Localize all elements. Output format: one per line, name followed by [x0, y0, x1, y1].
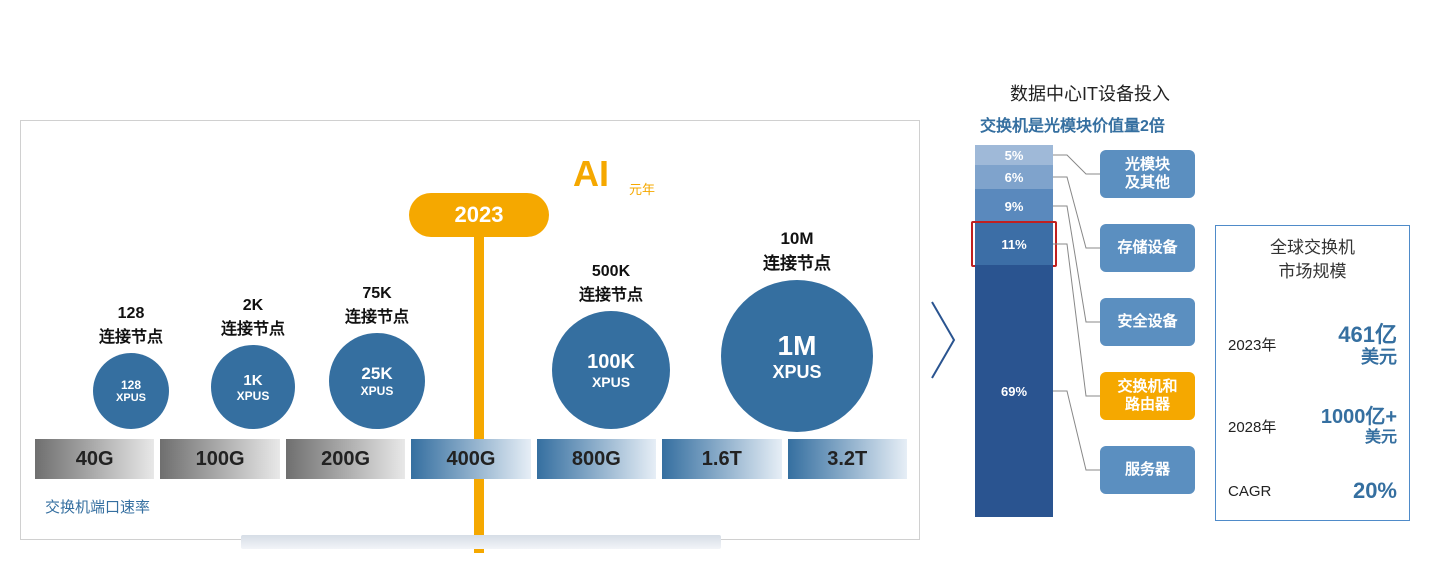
bottom-shadow-bar	[241, 535, 721, 549]
circle-group: 10M连接节点 1MXPUS	[721, 229, 873, 432]
xpus-label: XPUS	[592, 374, 630, 390]
dc-category-list: 光模块及其他存储设备安全设备交换机和路由器服务器	[1100, 150, 1195, 520]
market-row-value: 20%	[1292, 478, 1397, 504]
ai-year-sub: 元年	[629, 179, 655, 198]
node-count-label: 连接节点	[71, 323, 191, 347]
ai-label: AI	[573, 153, 609, 195]
node-count-value: 128	[71, 305, 191, 323]
stack-segment: 69%	[975, 265, 1053, 517]
year-stem	[474, 233, 484, 553]
category-item: 光模块及其他	[1100, 150, 1195, 198]
xpus-circle: 25KXPUS	[329, 333, 425, 429]
dc-title: 数据中心IT设备投入	[1010, 80, 1170, 106]
xpus-value: 100K	[587, 351, 635, 374]
market-row-value: 461亿美元	[1292, 322, 1397, 368]
market-size-title: 全球交换机市场规模	[1216, 236, 1409, 284]
chevron-right-icon	[930, 300, 960, 380]
speed-cell: 40G	[35, 439, 154, 479]
speed-row: 40G100G200G400G800G1.6T3.2T	[35, 439, 907, 479]
market-row-value: 1000亿+美元	[1292, 406, 1397, 447]
xpus-label: XPUS	[361, 384, 394, 398]
market-row-key: 2023年	[1228, 334, 1292, 355]
speed-cell: 100G	[160, 439, 279, 479]
xpus-circle: 128XPUS	[93, 353, 169, 429]
market-row: CAGR20%	[1228, 478, 1397, 504]
circle-group: 75K连接节点 25KXPUS	[317, 285, 437, 429]
stack-segment: 6%	[975, 165, 1053, 189]
category-item: 存储设备	[1100, 224, 1195, 272]
dc-stacked-bar: 5%6%9%11%69%	[975, 145, 1053, 517]
stack-segment: 9%	[975, 189, 1053, 223]
speed-cell: 800G	[537, 439, 656, 479]
category-item: 安全设备	[1100, 298, 1195, 346]
circle-group: 128连接节点128XPUS	[71, 305, 191, 429]
xpus-label: XPUS	[237, 389, 270, 403]
speed-cell: 1.6T	[662, 439, 781, 479]
node-count-label: 连接节点	[317, 303, 437, 327]
market-row-key: CAGR	[1228, 483, 1292, 500]
circle-group: 500K连接节点 100KXPUS	[551, 263, 671, 429]
leader-lines	[1053, 145, 1100, 525]
xpus-circle: 1KXPUS	[211, 345, 295, 429]
category-item: 服务器	[1100, 446, 1195, 494]
node-count-label: 连接节点	[193, 315, 313, 339]
market-row: 2028年1000亿+美元	[1228, 406, 1397, 447]
market-size-box: 全球交换机市场规模 2023年461亿美元2028年1000亿+美元CAGR20…	[1215, 225, 1410, 521]
node-count-value: 10M	[721, 229, 873, 249]
market-row: 2023年461亿美元	[1228, 322, 1397, 368]
node-count-label: 连接节点	[721, 249, 873, 274]
node-count-label: 连接节点	[551, 281, 671, 305]
speed-cell: 3.2T	[788, 439, 907, 479]
circle-group: 2K连接节点 1KXPUS	[193, 297, 313, 429]
xpus-value: 1K	[243, 372, 262, 389]
node-count-value: 75K	[317, 285, 437, 303]
dc-subtitle: 交换机是光模块价值量2倍	[980, 112, 1165, 136]
node-count-value: 500K	[551, 263, 671, 281]
node-count-value: 2K	[193, 297, 313, 315]
speed-cell: 200G	[286, 439, 405, 479]
xpus-circle: 100KXPUS	[552, 311, 670, 429]
stack-segment: 11%	[975, 223, 1053, 265]
xpus-value: 25K	[361, 364, 392, 384]
speed-cell: 400G	[411, 439, 530, 479]
evolution-panel: AI 元年 2023 128连接节点128XPUS2K连接节点1KXPUS75K…	[20, 120, 920, 540]
xpus-label: XPUS	[116, 392, 146, 404]
year-pill: 2023	[409, 193, 549, 237]
xpus-label: XPUS	[772, 362, 821, 383]
speed-caption: 交换机端口速率	[45, 496, 150, 517]
xpus-circle: 1MXPUS	[721, 280, 873, 432]
stack-segment: 5%	[975, 145, 1053, 165]
xpus-value: 1M	[778, 330, 817, 362]
market-row-key: 2028年	[1228, 416, 1292, 437]
xpus-value: 128	[121, 378, 141, 392]
category-item: 交换机和路由器	[1100, 372, 1195, 420]
